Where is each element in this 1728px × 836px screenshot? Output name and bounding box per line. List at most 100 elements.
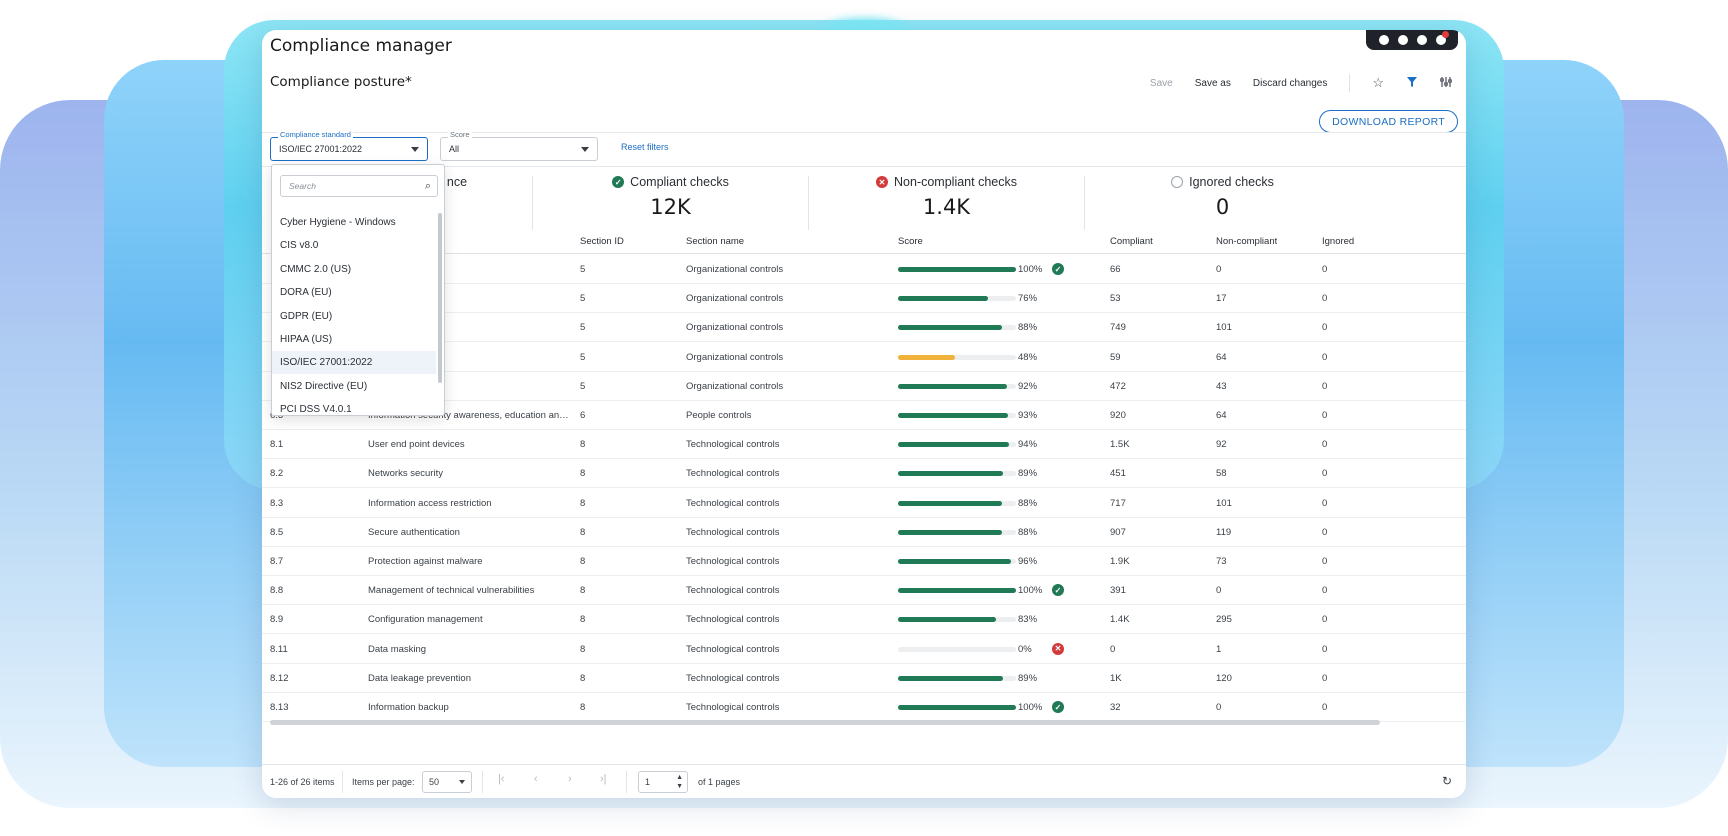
shield-icon[interactable] xyxy=(1397,35,1408,45)
compliance-standard-select[interactable]: Compliance standard ISO/IEC 27001:2022 xyxy=(270,130,428,161)
first-page-icon[interactable]: |‹ xyxy=(498,773,505,785)
items-per-page-select[interactable]: 50 xyxy=(422,771,472,793)
section-number-cell: 5 xyxy=(580,351,586,363)
section-number-cell: 8 xyxy=(580,585,586,597)
summary-ignored: Ignored checks 0 xyxy=(1085,168,1360,226)
header-divider xyxy=(262,132,1466,133)
refresh-icon[interactable]: ↻ xyxy=(1442,774,1453,788)
table-row[interactable]: 8.12 Data leakage prevention 8 Technologica… xyxy=(262,664,1466,693)
dropdown-option[interactable]: DORA (EU) xyxy=(280,287,332,299)
page-stepper-icon[interactable]: ▲ ▼ xyxy=(676,774,683,790)
filter-icon[interactable] xyxy=(1406,76,1418,91)
score-bar xyxy=(898,267,1016,272)
app-window: Compliance manager Compliance posture* S… xyxy=(262,30,1466,798)
dropdown-scrollbar[interactable] xyxy=(438,213,442,383)
noncompliant-cell: 17 xyxy=(1216,293,1227,305)
footer-divider xyxy=(342,771,343,793)
score-bar-fill xyxy=(898,559,1012,564)
horizontal-scrollbar[interactable] xyxy=(270,720,1380,725)
score-bar xyxy=(898,325,1016,331)
next-page-icon[interactable]: › xyxy=(568,773,572,785)
section-name-cell: Organizational controls xyxy=(686,351,784,363)
compliant-cell: 32 xyxy=(1110,702,1121,713)
section-number-cell: 8 xyxy=(580,497,586,509)
save-as-button[interactable]: Save as xyxy=(1194,77,1231,89)
section-name-cell: Technological controls xyxy=(686,672,780,684)
table-row[interactable]: 8.11 Data masking 8 Technological controls 0… xyxy=(262,635,1466,664)
dropdown-option[interactable]: HIPAA (US) xyxy=(280,334,333,345)
star-icon[interactable]: ☆ xyxy=(1372,75,1384,90)
last-page-icon[interactable]: ›| xyxy=(600,773,607,785)
page-number-input[interactable]: 1 ▲ ▼ xyxy=(638,771,688,793)
table-row[interactable]: 8.2 Networks security 8 Technological contr… xyxy=(262,459,1466,489)
gift-icon[interactable] xyxy=(1416,35,1427,45)
score-bar xyxy=(898,296,1016,302)
noncompliant-cell: 101 xyxy=(1216,497,1232,509)
noncompliant-cell: 101 xyxy=(1216,322,1232,334)
search-icon[interactable]: ⌕ xyxy=(424,180,431,192)
section-id-cell: 8.9 xyxy=(270,614,284,626)
score-bar-fill xyxy=(898,500,1002,506)
download-report-button[interactable]: DOWNLOAD REPORT xyxy=(1319,110,1458,133)
col-score[interactable]: Score xyxy=(898,236,923,247)
noncompliant-cell: 0 xyxy=(1216,264,1222,275)
section-name-cell: Technological controls xyxy=(686,526,780,538)
col-ignored[interactable]: Ignored xyxy=(1322,236,1355,247)
table-row[interactable]: 8.13 Information backup 8 Technological con… xyxy=(262,693,1466,722)
table-row[interactable]: 8.9 Configuration management 8 Technologica… xyxy=(262,605,1466,635)
compliant-cell: 749 xyxy=(1110,322,1126,334)
score-bar xyxy=(898,442,1016,448)
score-value-cell: 48% xyxy=(1018,351,1038,363)
dropdown-option[interactable]: CIS v8.0 xyxy=(280,240,319,252)
table-row[interactable]: 8.3 Information access restriction 8 Techno… xyxy=(262,489,1466,518)
dropdown-option[interactable]: Cyber Hygiene - Windows xyxy=(280,217,396,228)
dropdown-option[interactable]: GDPR (EU) xyxy=(280,310,333,322)
compliant-cell: 717 xyxy=(1110,497,1126,509)
user-icon[interactable] xyxy=(1378,35,1389,45)
ignored-cell: 0 xyxy=(1322,293,1328,305)
dropdown-option[interactable]: PCI DSS V4.0.1 xyxy=(280,404,352,416)
table-row[interactable]: 8.8 Management of technical vulnerabiliti… xyxy=(262,576,1466,606)
table-row[interactable]: nformation5Organizational controls48%596… xyxy=(262,343,1466,372)
score-bar-fill xyxy=(898,675,1004,681)
score-value-cell: 0% xyxy=(1018,643,1032,655)
control-name-cell: Management of technical vulnerabilities xyxy=(368,585,535,597)
noncompliant-cell: 0 xyxy=(1216,585,1222,597)
dropdown-search-input[interactable]: Search ⌕ xyxy=(280,175,438,197)
column-settings-icon[interactable] xyxy=(1440,76,1452,91)
save-button[interactable]: Save xyxy=(1149,77,1173,89)
score-select[interactable]: Score All xyxy=(440,130,598,161)
dropdown-option[interactable]: NIS2 Directive (EU) xyxy=(280,380,368,392)
score-value-cell: 96% xyxy=(1018,556,1038,567)
table-row[interactable]: 8.5 Secure authentication 8 Technological c… xyxy=(262,518,1466,547)
bell-icon[interactable] xyxy=(1435,31,1449,45)
section-number-cell: 6 xyxy=(580,410,586,421)
col-section-name[interactable]: Section name xyxy=(686,236,745,247)
table-row[interactable]: 8.1 User end point devices 8 Technological … xyxy=(262,430,1466,460)
discard-changes-button[interactable]: Discard changes xyxy=(1252,77,1328,89)
ignored-cell: 0 xyxy=(1322,468,1328,480)
dropdown-option[interactable]: ISO/IEC 27001:2022 xyxy=(272,351,436,375)
table-row[interactable]: 5 Organizational controls 88% 749 101 0 xyxy=(262,313,1466,343)
check-circle-icon: ✓ xyxy=(1052,263,1064,275)
dropdown-option[interactable]: CMMC 2.0 (US) xyxy=(280,263,352,275)
app-title: Compliance manager xyxy=(270,36,452,56)
compliant-checks-label: Compliant checks xyxy=(630,175,729,189)
noncompliant-cell: 120 xyxy=(1216,672,1232,684)
ignored-cell: 0 xyxy=(1322,497,1328,509)
table-row[interactable]: 8.7 Protection against malware 8 Technologi… xyxy=(262,547,1466,576)
score-bar-fill xyxy=(898,442,1009,448)
noncompliant-cell: 295 xyxy=(1216,614,1232,626)
col-noncompliant[interactable]: Non-compliant xyxy=(1216,236,1278,247)
col-section-id[interactable]: Section ID xyxy=(580,236,624,247)
compliant-cell: 66 xyxy=(1110,264,1121,275)
section-number-cell: 8 xyxy=(580,672,586,684)
reset-filters-link[interactable]: Reset filters xyxy=(621,142,669,152)
chevron-down-icon xyxy=(581,147,589,152)
col-compliant[interactable]: Compliant xyxy=(1110,236,1153,247)
prev-page-icon[interactable]: ‹ xyxy=(534,773,538,785)
